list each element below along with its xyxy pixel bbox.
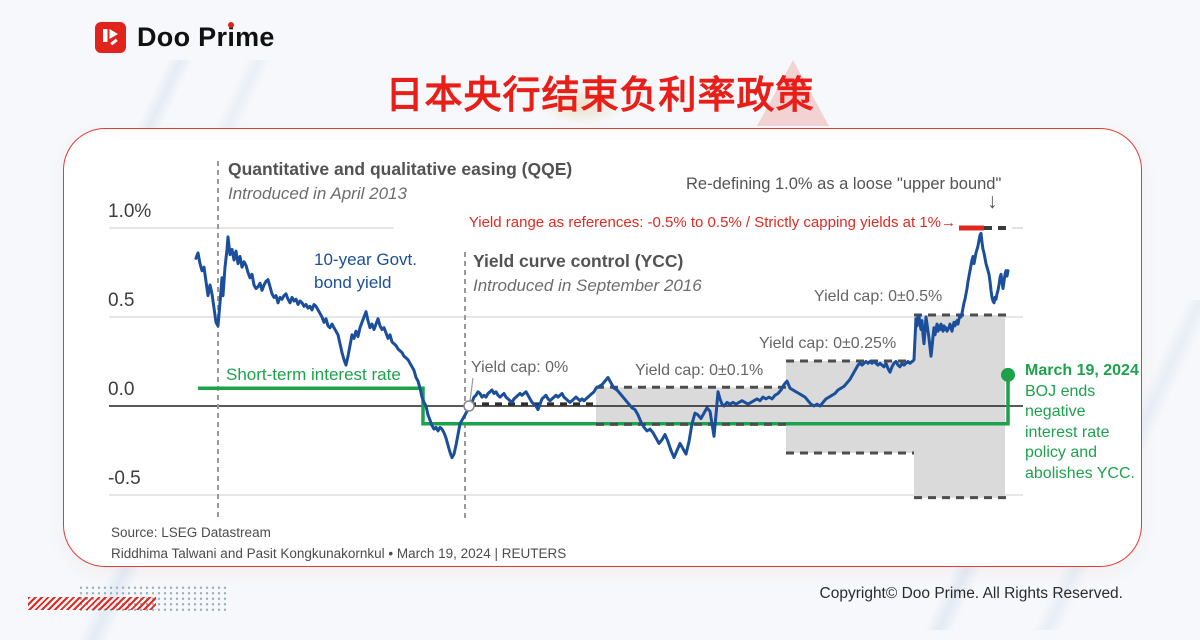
logo-accent-i: i — [227, 22, 236, 52]
march-2024-annotation: March 19, 2024 BOJ ends negative interes… — [1025, 361, 1139, 484]
pink-triangle-decoration — [757, 60, 829, 126]
yield-range-annotation: Yield range as references: -0.5% to 0.5%… — [468, 214, 956, 231]
march-2024-date: March 19, 2024 — [1025, 362, 1139, 379]
doo-prime-logo-icon — [95, 22, 126, 53]
y-tick-0.5: 0.5 — [108, 290, 135, 311]
doo-prime-logo: Doo Prime — [95, 22, 275, 53]
short-term-rate-series-label: Short-term interest rate — [226, 365, 401, 384]
qqe-annotation-subtitle: Introduced in April 2013 — [228, 184, 407, 203]
logo-text: Doo Prime — [137, 22, 275, 52]
y-tick-neg0.5: -0.5 — [108, 468, 141, 489]
red-hatch-bar-decoration — [28, 597, 156, 610]
ycc-annotation-title: Yield curve control (YCC) — [473, 251, 684, 271]
page-title: 日本央行结束负利率政策 — [385, 75, 815, 117]
march-2024-note: BOJ ends negative interest rate policy a… — [1025, 382, 1135, 482]
arrow-flag-icon — [103, 29, 118, 46]
faint-coin-decoration — [540, 84, 626, 126]
down-arrow-icon: ↓ — [987, 190, 998, 213]
source-credit: Source: LSEG Datastream — [111, 525, 271, 540]
yield-cap-0-label: Yield cap: 0% — [471, 359, 569, 376]
qqe-annotation-title: Quantitative and qualitative easing (QQE… — [228, 159, 573, 179]
ycc-annotation-subtitle: Introduced in September 2016 — [473, 276, 702, 295]
redefine-annotation: Re-defining 1.0% as a loose "upper bound… — [686, 175, 1002, 193]
chart-card: 1.0% 0.5 0.0 -0.5 Quantitative and quali… — [63, 128, 1142, 567]
yield-chart-plot — [109, 161, 1023, 519]
yield-cap-0.5-label: Yield cap: 0±0.5% — [814, 288, 943, 305]
yield-cap-0.25-label: Yield cap: 0±0.25% — [759, 335, 897, 352]
copyright-text: Copyright© Doo Prime. All Rights Reserve… — [819, 585, 1123, 602]
y-tick-1.0: 1.0% — [108, 201, 152, 222]
bond-yield-series-label: 10-year Govt. bond yield — [314, 250, 417, 292]
yield-cap-0.1-label: Yield cap: 0±0.1% — [635, 362, 764, 379]
byline-credit: Riddhima Talwani and Pasit Kongkunakornk… — [111, 546, 567, 561]
y-tick-0.0: 0.0 — [108, 379, 135, 400]
